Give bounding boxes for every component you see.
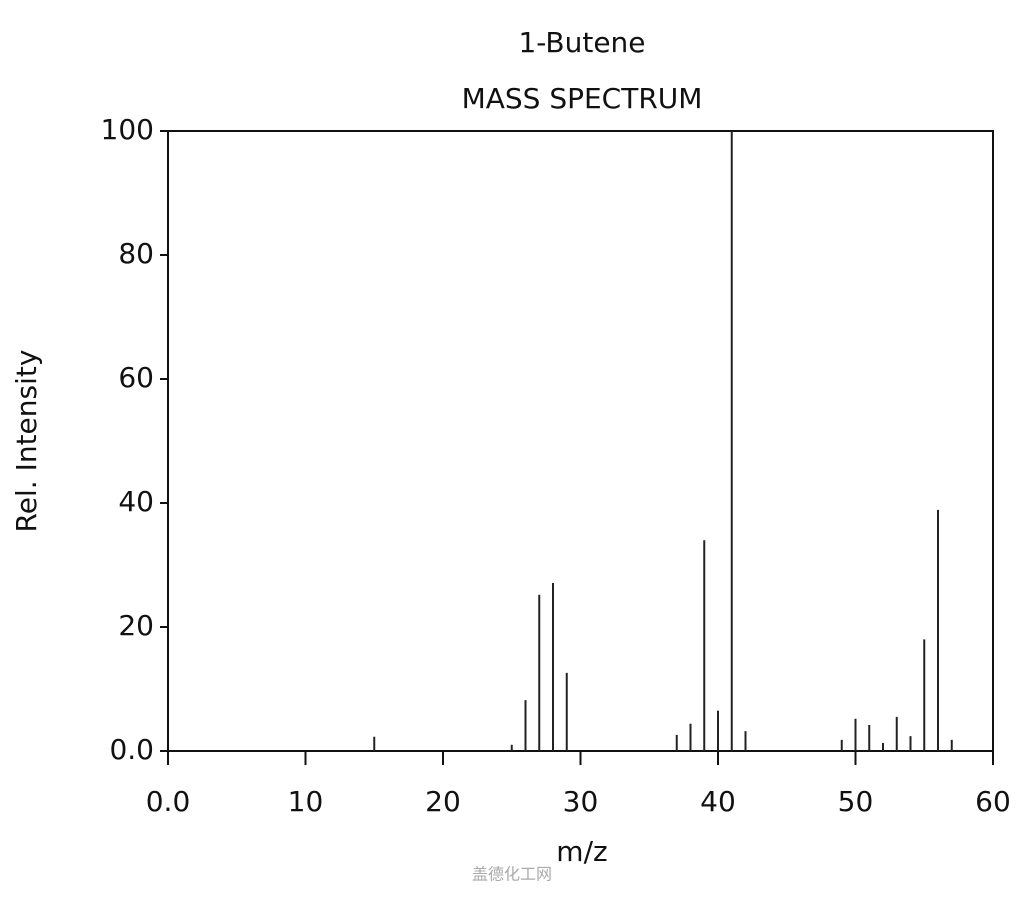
x-tick-label: 50 — [838, 785, 874, 818]
x-tick-label: 20 — [425, 785, 461, 818]
chart-subtitle: MASS SPECTRUM — [462, 82, 703, 115]
x-tick-label: 30 — [563, 785, 599, 818]
y-tick-label: 80 — [118, 237, 154, 270]
x-tick-label: 0.0 — [146, 785, 191, 818]
y-tick-label: 20 — [118, 609, 154, 642]
watermark: 盖德化工网 — [472, 865, 552, 884]
y-tick-label: 40 — [118, 485, 154, 518]
y-tick-label: 0.0 — [109, 733, 154, 766]
x-axis-label: m/z — [556, 835, 607, 868]
x-tick-label: 10 — [288, 785, 324, 818]
y-tick-label: 60 — [118, 361, 154, 394]
y-axis-label: Rel. Intensity — [10, 350, 43, 533]
y-tick-label: 100 — [101, 113, 154, 146]
chart-title: 1-Butene — [518, 26, 645, 59]
x-tick-label: 40 — [700, 785, 736, 818]
plot-frame — [167, 130, 994, 752]
x-tick-label: 60 — [975, 785, 1011, 818]
